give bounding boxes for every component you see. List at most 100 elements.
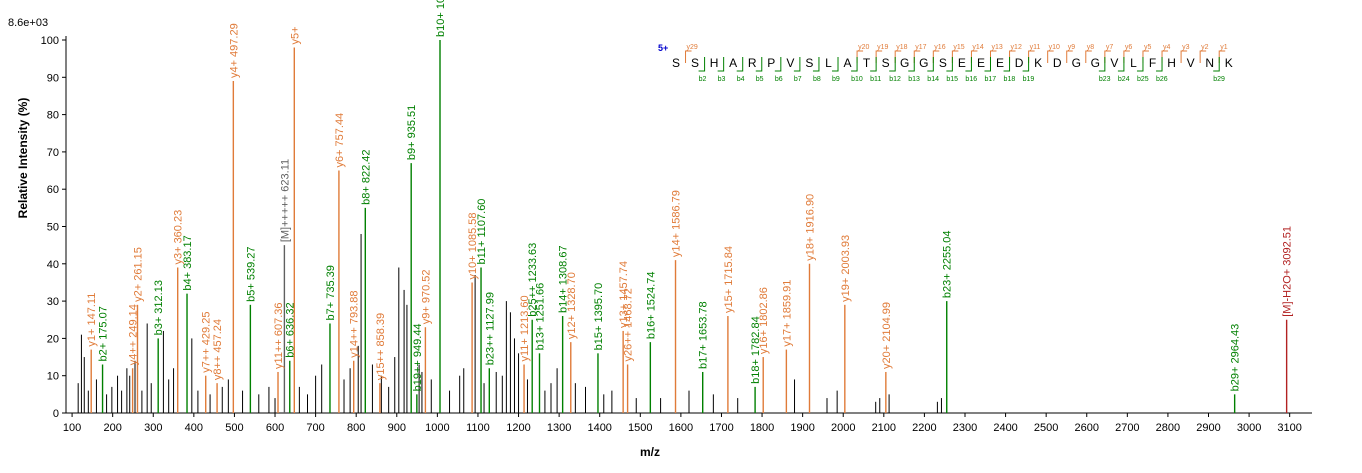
x-tick-label: 900 (388, 422, 406, 434)
sequence-residue: S (939, 56, 947, 70)
b-ion-marker (1136, 57, 1144, 72)
x-tick-label: 2500 (1034, 422, 1058, 434)
y-tick-label: 90 (47, 72, 59, 84)
max-intensity-label: 8.6e+03 (8, 17, 48, 29)
peak-label: b13+ 1251.66 (535, 283, 547, 351)
peak-label: b16+ 1524.74 (645, 272, 657, 340)
b-ion-marker (1156, 57, 1163, 72)
peak-label: b17+ 1653.78 (698, 301, 710, 369)
sequence-residue: E (977, 56, 985, 70)
b-ion-marker (889, 57, 896, 72)
sequence-residue: T (863, 56, 871, 70)
sequence-residue: S (691, 56, 699, 70)
sequence-residue: D (1053, 56, 1062, 70)
y-tick-label: 30 (47, 296, 59, 308)
sequence-residue: S (672, 56, 680, 70)
b-ion-label: b7 (794, 76, 802, 83)
y-tick-label: 40 (47, 259, 59, 271)
peak-label: b15+ 1395.70 (593, 283, 605, 351)
y-ion-label: y19 (877, 44, 888, 51)
peak-label: b2+ 175.07 (98, 306, 110, 361)
x-tick-label: 1900 (790, 422, 814, 434)
x-tick-label: 300 (144, 422, 162, 434)
x-tick-label: 3000 (1237, 422, 1261, 434)
x-tick-label: 800 (347, 422, 365, 434)
b-ion-marker (793, 57, 801, 72)
y-ion-label: y4 (1163, 44, 1171, 51)
sequence-residue: N (1205, 56, 1214, 70)
y-ion-label: y2 (1201, 44, 1209, 51)
b-ion-marker (946, 57, 953, 72)
x-tick-label: 1300 (547, 422, 571, 434)
y-tick-label: 100 (41, 35, 59, 47)
x-tick-label: 2800 (1156, 422, 1180, 434)
peak-label: y14+ 1586.79 (671, 190, 683, 257)
annotated-peaks (90, 40, 1288, 413)
noise-peaks (77, 233, 942, 413)
b-ion-marker (832, 57, 839, 72)
sequence-residue: A (844, 56, 852, 70)
peak-label: y20+ 2104.99 (881, 302, 893, 369)
peak-label: b18+ 1782.84 (750, 316, 762, 384)
y-ion-marker (1199, 50, 1207, 63)
y-ion-marker (1047, 50, 1054, 63)
y-axis: 0 10 20 30 40 50 60 70 80 90 100 (41, 35, 67, 420)
x-tick-label: 2600 (1075, 422, 1099, 434)
x-axis-title: m/z (640, 445, 660, 459)
x-tick-label: 2100 (872, 422, 896, 434)
peak-label: y2+ 261.15 (132, 247, 144, 302)
y-tick-label: 60 (47, 184, 59, 196)
peak-label: y10+ 1085.58 (467, 212, 479, 279)
x-tick-label: 2200 (912, 422, 936, 434)
x-tick-label: 700 (306, 422, 324, 434)
sequence-residue: E (958, 56, 966, 70)
x-tick-label: 1000 (425, 422, 449, 434)
y-ion-label: y5 (1144, 44, 1152, 51)
b-ion-label: b2 (699, 76, 707, 83)
y-tick-label: 70 (47, 147, 59, 159)
b-ion-label: b11 (870, 76, 881, 83)
x-tick-label: 500 (225, 422, 243, 434)
peak-label: y11+ 1213.60 (519, 295, 531, 361)
y-ion-marker (1085, 50, 1092, 63)
sequence-residue: K (1225, 56, 1233, 70)
sequence-residue: L (1130, 56, 1137, 70)
y-ion-label: y13 (991, 44, 1002, 51)
y-ion-label: y9 (1068, 44, 1076, 51)
peak-label: b29+ 2964.43 (1230, 324, 1242, 392)
b-ion-label: b24 (1118, 76, 1130, 83)
peak-label: b19++ 949.44 (412, 323, 424, 391)
b-ion-marker (851, 57, 858, 72)
sequence-residue: K (1034, 56, 1042, 70)
peak-label: y5+ (289, 26, 301, 44)
peak-label: b11+ 1107.60 (476, 199, 488, 265)
peak-label: [M]-H2O+ 3092.51 (1282, 226, 1294, 317)
peak-label: [M]+++++ 623.11 (279, 159, 291, 242)
peak-label: b6+ 636.32 (285, 302, 297, 357)
sequence-residue: G (1091, 56, 1100, 70)
peak-label: b10+ 1006.5 (435, 0, 447, 37)
b-ion-label: b16 (965, 76, 977, 83)
b-ion-label: b9 (832, 76, 840, 83)
b-ion-label: b12 (889, 76, 901, 83)
peak-label: y9+ 970.52 (420, 269, 432, 324)
peak-labels: y1+ 147.11 b2+ 175.07 y4++ 249.14 y2+ 261.1… (86, 0, 1293, 391)
x-tick-label: 2000 (831, 422, 855, 434)
b-ion-label: b19 (1023, 76, 1035, 83)
x-tick-label: 2900 (1196, 422, 1220, 434)
b-ion-marker (774, 57, 782, 72)
b-ion-marker (736, 57, 744, 72)
b-ion-label: b15 (946, 76, 958, 83)
b-ion-label: b25 (1137, 76, 1149, 83)
peak-label: y4++ 249.14 (128, 304, 140, 365)
x-tick-label: 2400 (993, 422, 1017, 434)
b-ion-label: b29 (1213, 76, 1225, 83)
b-ion-label: b18 (1004, 76, 1016, 83)
peak-label: y13+ 1457.74 (618, 261, 630, 328)
x-tick-label: 1400 (587, 422, 611, 434)
peak-label: b23++ 1127.99 (484, 292, 496, 365)
y-tick-label: 80 (47, 110, 59, 122)
b-ion-marker (984, 57, 991, 72)
